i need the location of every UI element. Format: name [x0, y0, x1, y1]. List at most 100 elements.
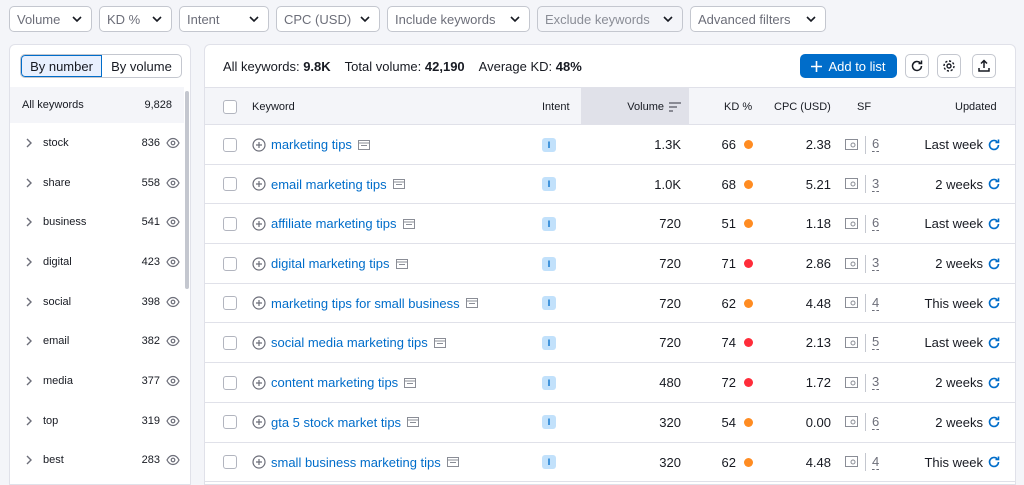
intent-column-header[interactable]: Intent — [542, 100, 570, 113]
cpc-column-header[interactable]: CPC (USD) — [774, 100, 831, 113]
eye-icon[interactable] — [166, 295, 180, 309]
keyword-link[interactable]: marketing tips for small business — [271, 295, 460, 311]
sidebar-group-item[interactable]: email 382 — [10, 321, 184, 361]
serp-preview-icon[interactable] — [407, 417, 420, 428]
serp-preview-icon[interactable] — [446, 457, 459, 467]
serp-preview-icon[interactable] — [392, 179, 405, 190]
sf-cell[interactable]: 3 — [845, 165, 880, 204]
refresh-icon[interactable] — [987, 336, 1001, 350]
row-checkbox[interactable] — [223, 177, 237, 192]
row-checkbox[interactable] — [223, 455, 237, 469]
refresh-icon[interactable] — [987, 415, 1001, 429]
sf-count[interactable]: 4 — [872, 294, 880, 311]
serp-preview-icon[interactable] — [402, 218, 415, 229]
row-checkbox[interactable] — [223, 216, 237, 231]
refresh-icon[interactable] — [987, 257, 1001, 271]
eye-icon[interactable] — [166, 334, 180, 348]
add-circle-icon[interactable] — [252, 376, 266, 390]
updated-column-header[interactable]: Updated — [955, 100, 997, 113]
sf-cell[interactable]: 6 — [845, 403, 880, 442]
keyword-link[interactable]: marketing tips — [271, 137, 352, 152]
sidebar-group-item[interactable]: social 398 — [10, 282, 184, 322]
keyword-link[interactable]: affiliate marketing tips — [271, 216, 397, 232]
sf-cell[interactable]: 6 — [845, 125, 880, 164]
keyword-column-header[interactable]: Keyword — [252, 100, 295, 113]
eye-icon[interactable] — [166, 176, 180, 190]
row-checkbox[interactable] — [223, 256, 237, 271]
sf-count[interactable]: 6 — [872, 215, 880, 232]
all-keywords-group[interactable]: All keywords 9,828 — [10, 87, 184, 123]
sf-count[interactable]: 6 — [872, 413, 880, 430]
by-number-option[interactable]: By number — [21, 55, 102, 77]
advanced-filters[interactable]: Advanced filters — [690, 6, 826, 32]
add-circle-icon[interactable] — [252, 177, 266, 191]
volume-filter[interactable]: Volume — [9, 6, 92, 32]
by-volume-option[interactable]: By volume — [111, 58, 172, 74]
select-all-checkbox[interactable] — [223, 99, 237, 114]
refresh-icon[interactable] — [987, 296, 1001, 310]
cpc-filter[interactable]: CPC (USD) — [276, 6, 380, 32]
add-circle-icon[interactable] — [252, 137, 266, 152]
keyword-link[interactable]: content marketing tips — [271, 375, 399, 391]
refresh-icon[interactable] — [987, 376, 1001, 390]
sidebar-group-item[interactable]: stock 836 — [10, 123, 184, 163]
export-button[interactable] — [972, 54, 996, 78]
include-keywords-filter[interactable]: Include keywords — [387, 6, 530, 32]
refresh-icon[interactable] — [987, 177, 1001, 191]
keyword-link[interactable]: gta 5 stock market tips — [271, 414, 402, 430]
add-circle-icon[interactable] — [252, 336, 266, 350]
serp-preview-icon[interactable] — [433, 337, 446, 348]
sidebar-group-item[interactable]: top 319 — [10, 401, 184, 441]
sf-count[interactable]: 5 — [872, 334, 880, 351]
sf-cell[interactable]: 3 — [845, 244, 880, 283]
sf-cell[interactable]: 4 — [845, 284, 880, 323]
add-circle-icon[interactable] — [252, 217, 266, 231]
add-circle-icon[interactable] — [252, 415, 266, 429]
serp-preview-icon[interactable] — [357, 139, 370, 150]
settings-button[interactable] — [937, 54, 961, 78]
eye-icon[interactable] — [166, 453, 180, 467]
sidebar-group-item[interactable]: business 541 — [10, 202, 184, 242]
serp-preview-icon[interactable] — [395, 258, 408, 269]
row-checkbox[interactable] — [223, 415, 237, 430]
sidebar-group-item[interactable]: share 558 — [10, 163, 184, 203]
row-checkbox[interactable] — [223, 137, 237, 152]
sf-cell[interactable]: 6 — [845, 204, 880, 243]
row-checkbox[interactable] — [223, 335, 237, 350]
volume-column-header[interactable]: Volume — [581, 88, 689, 125]
sf-cell[interactable]: 3 — [845, 363, 880, 402]
keyword-link[interactable]: email marketing tips — [271, 176, 387, 192]
keyword-link[interactable]: social media marketing tips — [271, 335, 428, 351]
sidebar-group-item[interactable]: digital 423 — [10, 242, 184, 282]
sidebar-group-item[interactable]: best 283 — [10, 441, 184, 481]
add-to-list-button[interactable]: Add to list — [800, 54, 897, 78]
sf-column-header[interactable]: SF — [857, 100, 872, 113]
refresh-icon[interactable] — [987, 217, 1001, 231]
eye-icon[interactable] — [166, 255, 180, 269]
kd-filter[interactable]: KD % — [99, 6, 172, 32]
add-circle-icon[interactable] — [252, 256, 266, 271]
refresh-button[interactable] — [905, 54, 929, 78]
keyword-link[interactable]: digital marketing tips — [271, 256, 390, 272]
exclude-keywords-filter[interactable]: Exclude keywords — [537, 6, 683, 32]
add-circle-icon[interactable] — [252, 296, 266, 310]
eye-icon[interactable] — [166, 136, 180, 150]
sf-count[interactable]: 4 — [872, 453, 880, 470]
row-checkbox[interactable] — [223, 375, 237, 390]
eye-icon[interactable] — [166, 215, 180, 229]
sf-count[interactable]: 6 — [872, 136, 880, 152]
sf-count[interactable]: 3 — [872, 175, 880, 192]
row-checkbox[interactable] — [223, 296, 237, 311]
sidebar-group-item[interactable]: media 377 — [10, 361, 184, 401]
intent-filter[interactable]: Intent — [179, 6, 269, 32]
sf-count[interactable]: 3 — [872, 374, 880, 391]
refresh-icon[interactable] — [987, 455, 1001, 469]
eye-icon[interactable] — [166, 414, 180, 428]
eye-icon[interactable] — [166, 374, 180, 388]
sf-cell[interactable]: 5 — [845, 323, 880, 362]
sidebar-scrollbar[interactable] — [185, 91, 189, 289]
keyword-link[interactable]: small business marketing tips — [271, 454, 441, 470]
kd-column-header[interactable]: KD % — [724, 100, 753, 113]
serp-preview-icon[interactable] — [465, 298, 478, 309]
refresh-icon[interactable] — [987, 138, 1001, 152]
